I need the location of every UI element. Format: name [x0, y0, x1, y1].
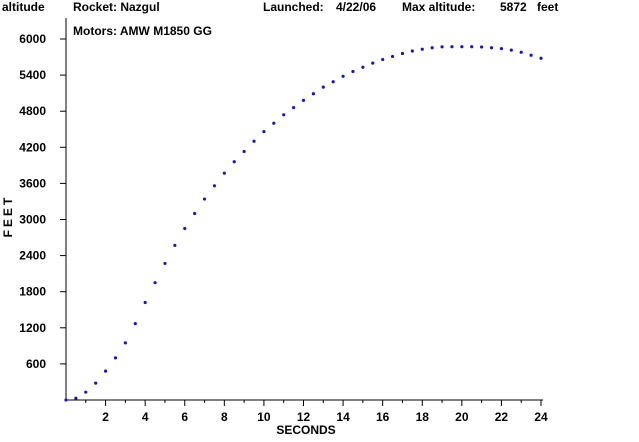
x-tick-label: 4 — [142, 410, 149, 424]
x-axis-label: SECONDS — [276, 423, 335, 437]
y-ticks: 600 1200 1800 2400 3000 3600 4200 4800 5400 6000 — [19, 32, 66, 371]
y-tick-label: 600 — [26, 357, 46, 371]
data-point — [153, 281, 157, 285]
data-point — [84, 390, 88, 394]
data-point — [460, 45, 464, 49]
data-point — [390, 54, 395, 59]
data-point — [301, 98, 306, 102]
x-tick-label: 12 — [297, 410, 311, 424]
x-tick-label: 16 — [376, 410, 390, 424]
data-point — [262, 130, 266, 134]
max-altitude-value: 5872 — [500, 0, 527, 14]
max-altitude-unit: feet — [537, 0, 559, 14]
y-tick-label: 2400 — [19, 249, 46, 263]
data-point — [282, 113, 286, 117]
data-point — [470, 45, 474, 49]
data-point — [272, 121, 276, 125]
data-point — [381, 57, 385, 62]
data-point — [193, 211, 197, 216]
y-axis-tag: altitude — [2, 0, 45, 14]
max-altitude-label: Max altitude: — [402, 0, 476, 14]
x-tick-label: 14 — [336, 410, 350, 424]
data-point — [539, 56, 543, 60]
y-tick-label: 3600 — [19, 176, 46, 190]
data-point — [519, 50, 523, 54]
data-point — [480, 45, 484, 49]
data-point — [351, 69, 355, 74]
data-point — [103, 369, 108, 373]
data-point — [143, 300, 147, 305]
data-point — [509, 48, 513, 52]
data-point — [292, 105, 296, 110]
x-tick-label: 6 — [181, 410, 188, 424]
launched-date: 4/22/06 — [336, 0, 377, 14]
y-tick-label: 4200 — [19, 140, 46, 154]
x-tick-label: 8 — [221, 410, 228, 424]
data-point — [361, 65, 365, 69]
data-point — [242, 149, 246, 154]
x-tick-label: 20 — [455, 410, 469, 424]
y-tick-label: 1200 — [19, 321, 46, 335]
data-point — [212, 184, 217, 188]
data-point — [420, 47, 424, 51]
data-point — [222, 171, 226, 175]
data-point — [252, 139, 256, 143]
data-point — [410, 49, 414, 53]
data-point — [232, 160, 236, 164]
data-point — [133, 321, 137, 326]
data-point — [311, 92, 315, 96]
data-point — [499, 47, 504, 51]
data-point — [64, 398, 68, 402]
y-tick-label: 5400 — [19, 68, 46, 82]
data-point — [430, 46, 434, 50]
x-tick-label: 10 — [257, 410, 271, 424]
launched-label: Launched: — [263, 0, 324, 14]
x-tick-label: 22 — [495, 410, 509, 424]
data-point — [74, 396, 78, 400]
data-point — [440, 45, 444, 49]
y-axis-label: FEET — [1, 195, 15, 238]
data-point — [173, 243, 177, 247]
data-point — [202, 197, 207, 201]
x-tick-label: 24 — [534, 410, 548, 424]
y-tick-label: 4800 — [19, 104, 46, 118]
motors-info: Motors: AMW M1850 GG — [73, 24, 212, 38]
data-point — [341, 74, 345, 78]
x-tick-label: 18 — [416, 410, 430, 424]
data-point — [450, 45, 454, 49]
x-ticks: 2 4 6 8 10 12 14 16 18 20 22 24 — [85, 400, 548, 424]
data-point — [183, 226, 187, 231]
altitude-curve — [64, 45, 543, 402]
data-point — [321, 85, 325, 89]
data-point — [94, 381, 98, 385]
data-point — [400, 51, 405, 56]
data-point — [331, 80, 335, 84]
rocket-name: Rocket: Nazgul — [73, 0, 160, 14]
x-tick-label: 2 — [102, 410, 109, 424]
y-tick-label: 1800 — [19, 285, 46, 299]
data-point — [113, 356, 118, 360]
data-point — [371, 61, 375, 65]
chart-axes — [65, 18, 543, 401]
data-point — [163, 261, 167, 266]
y-tick-label: 3000 — [19, 213, 46, 227]
y-tick-label: 6000 — [19, 32, 46, 46]
data-point — [123, 341, 127, 345]
data-point — [529, 53, 533, 57]
data-point — [489, 46, 494, 50]
